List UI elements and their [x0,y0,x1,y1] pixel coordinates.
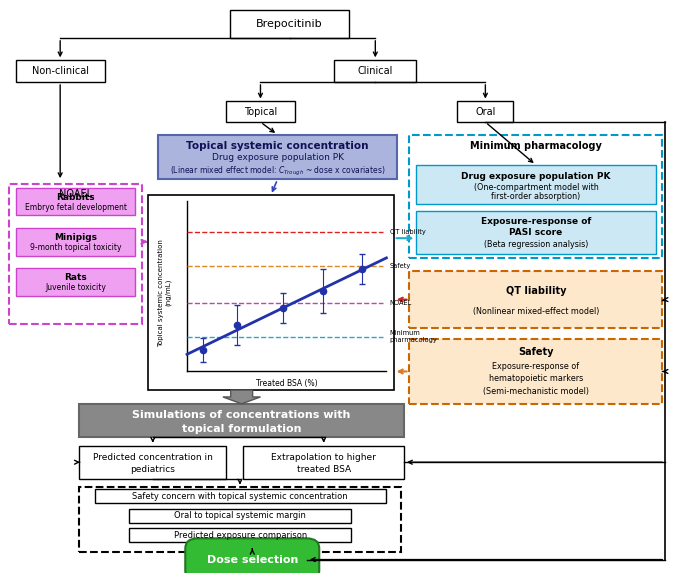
FancyBboxPatch shape [16,228,136,255]
FancyBboxPatch shape [16,188,136,215]
Text: pediatrics: pediatrics [130,465,175,474]
Text: Minimum pharmacology: Minimum pharmacology [470,141,602,150]
Text: (Linear mixed effect model: $C_{Trough}$ ~ dose x covariates): (Linear mixed effect model: $C_{Trough}$… [170,165,385,178]
Text: NOAEL: NOAEL [59,189,92,199]
Text: Rats: Rats [64,273,87,282]
Text: 9-month topical toxicity: 9-month topical toxicity [30,243,121,253]
Text: Drug exposure population PK: Drug exposure population PK [212,153,344,162]
Text: Juvenile toxicity: Juvenile toxicity [45,284,106,292]
FancyBboxPatch shape [334,60,416,82]
Text: (Beta regression analysis): (Beta regression analysis) [484,240,588,249]
Text: Simulations of concentrations with: Simulations of concentrations with [132,410,351,420]
Text: Brepocitinib: Brepocitinib [256,19,323,29]
Text: NOAEL: NOAEL [390,300,412,306]
Text: Minipigs: Minipigs [54,232,97,242]
Text: Topical systemic concentration
(ng/mL): Topical systemic concentration (ng/mL) [158,239,171,347]
Text: PASI score: PASI score [510,228,562,237]
Text: Safety concern with topical systemic concentration: Safety concern with topical systemic con… [132,492,348,501]
FancyBboxPatch shape [79,487,401,552]
Text: Oral to topical systemic margin: Oral to topical systemic margin [175,511,306,520]
FancyBboxPatch shape [229,10,349,38]
FancyBboxPatch shape [410,135,662,258]
FancyBboxPatch shape [9,184,142,324]
Text: Safety: Safety [519,347,553,356]
FancyBboxPatch shape [16,268,136,296]
Text: Extrapolation to higher: Extrapolation to higher [271,453,376,461]
Text: Dose selection: Dose selection [207,554,298,565]
Text: Oral: Oral [475,107,495,117]
Text: Clinical: Clinical [358,66,393,76]
FancyBboxPatch shape [185,538,319,574]
Text: Minimum
pharmacology: Minimum pharmacology [390,330,438,343]
Text: (Semi-mechanistic model): (Semi-mechanistic model) [483,387,589,395]
Text: QT liability: QT liability [390,228,425,235]
Text: Exposure-response of: Exposure-response of [481,217,591,226]
Text: Treated BSA (%): Treated BSA (%) [256,379,318,387]
Text: (One-compartment model with: (One-compartment model with [473,183,598,192]
Text: (Nonlinear mixed-effect model): (Nonlinear mixed-effect model) [473,307,599,316]
Text: topical formulation: topical formulation [182,424,301,434]
Text: Embryo fetal development: Embryo fetal development [25,203,127,212]
Text: Safety: Safety [390,262,411,269]
FancyBboxPatch shape [416,165,656,204]
FancyBboxPatch shape [226,102,295,122]
FancyBboxPatch shape [148,195,394,390]
FancyBboxPatch shape [416,211,656,254]
Text: Predicted concentration in: Predicted concentration in [93,453,213,461]
Text: Exposure-response of: Exposure-response of [493,362,580,371]
Text: hematopoietic markers: hematopoietic markers [489,374,583,382]
Text: Predicted exposure comparison: Predicted exposure comparison [174,531,307,540]
FancyBboxPatch shape [129,509,351,523]
FancyBboxPatch shape [79,445,226,479]
Text: first-order absorption): first-order absorption) [491,192,581,201]
FancyBboxPatch shape [95,489,386,503]
FancyBboxPatch shape [410,339,662,405]
Text: QT liability: QT liability [506,286,566,296]
Text: Drug exposure population PK: Drug exposure population PK [461,172,611,181]
Polygon shape [223,390,260,404]
FancyBboxPatch shape [458,102,513,122]
Text: Topical: Topical [244,107,277,117]
Text: Non-clinical: Non-clinical [32,66,88,76]
FancyBboxPatch shape [243,445,404,479]
Text: Topical systemic concentration: Topical systemic concentration [186,141,369,151]
FancyBboxPatch shape [16,60,105,82]
FancyBboxPatch shape [79,404,404,437]
Text: Rabbits: Rabbits [56,192,95,201]
FancyBboxPatch shape [410,271,662,328]
Text: treated BSA: treated BSA [297,465,351,474]
FancyBboxPatch shape [158,135,397,179]
FancyBboxPatch shape [129,528,351,542]
